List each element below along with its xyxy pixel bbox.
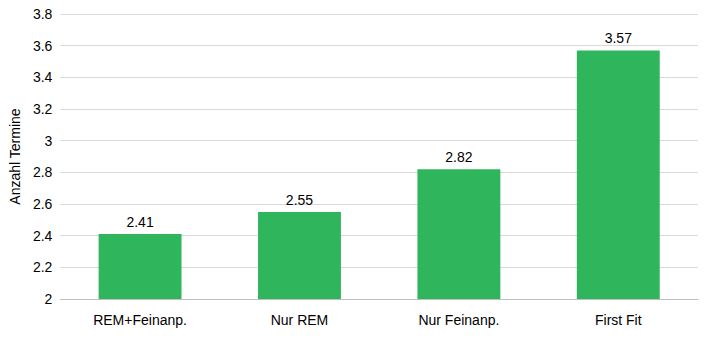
- svg-text:Anzahl Termine: Anzahl Termine: [7, 108, 23, 204]
- svg-text:3.2: 3.2: [33, 101, 53, 117]
- svg-text:2.6: 2.6: [33, 196, 53, 212]
- svg-text:3.57: 3.57: [605, 30, 632, 46]
- svg-text:3.6: 3.6: [33, 38, 53, 54]
- svg-text:2.41: 2.41: [126, 214, 153, 230]
- svg-text:Nur Feinanp.: Nur Feinanp.: [418, 312, 499, 328]
- svg-text:2.55: 2.55: [286, 192, 313, 208]
- svg-text:2.2: 2.2: [33, 259, 53, 275]
- svg-text:2.8: 2.8: [33, 164, 53, 180]
- svg-text:2.4: 2.4: [33, 228, 53, 244]
- svg-text:Nur REM: Nur REM: [271, 312, 329, 328]
- svg-text:First Fit: First Fit: [595, 312, 642, 328]
- svg-text:3.4: 3.4: [33, 69, 53, 85]
- svg-text:3: 3: [45, 133, 53, 149]
- svg-text:REM+Feinanp.: REM+Feinanp.: [93, 312, 187, 328]
- svg-text:3.8: 3.8: [33, 6, 53, 22]
- svg-text:2: 2: [45, 291, 53, 307]
- svg-text:2.82: 2.82: [445, 149, 472, 165]
